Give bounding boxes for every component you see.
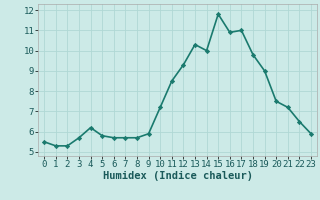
X-axis label: Humidex (Indice chaleur): Humidex (Indice chaleur) xyxy=(103,171,252,181)
